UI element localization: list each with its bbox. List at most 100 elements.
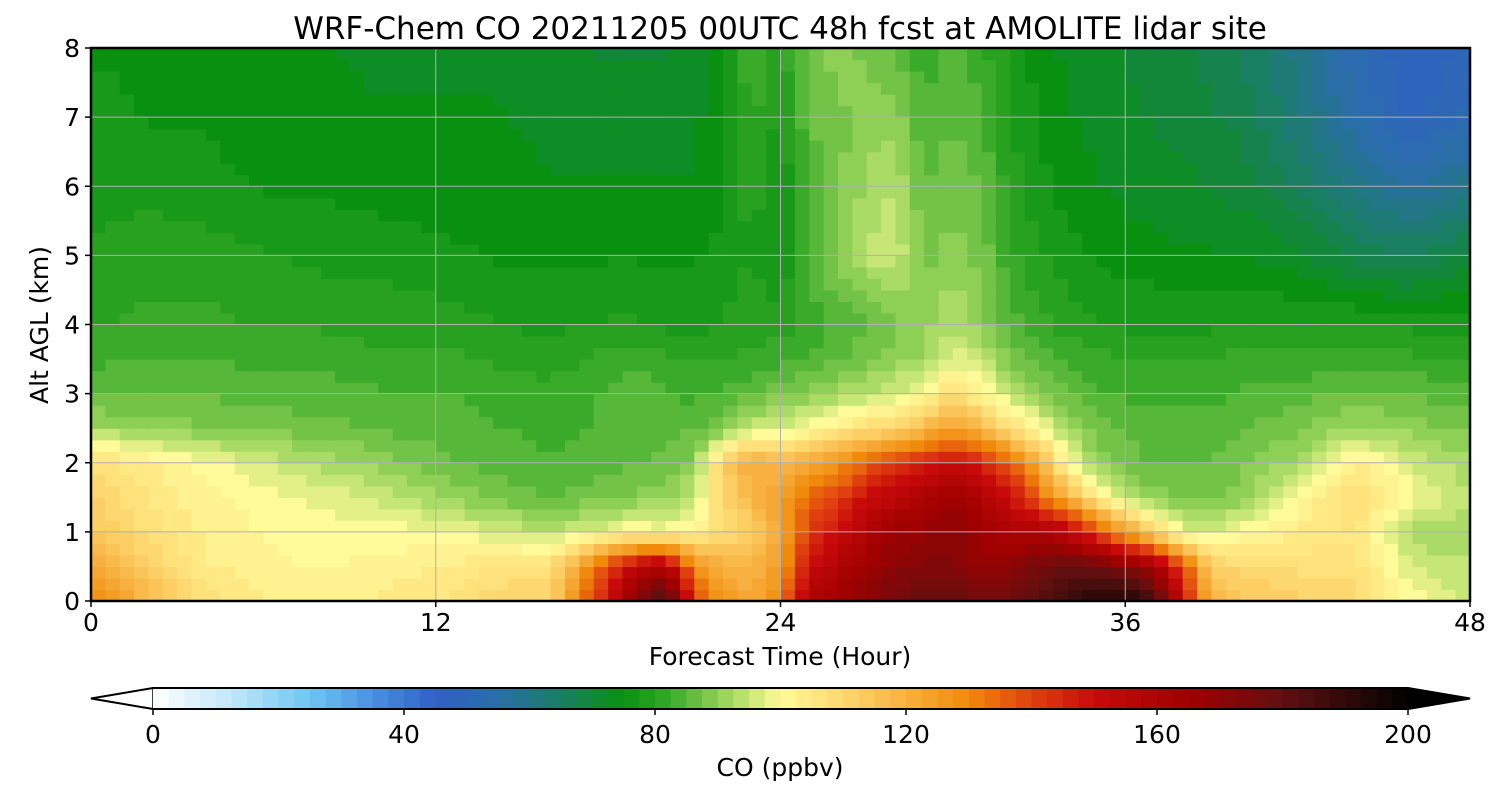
heatmap-cell — [1268, 174, 1284, 187]
heatmap-cell — [967, 266, 983, 280]
heatmap-cell — [1340, 416, 1356, 429]
heatmap-cell — [1110, 94, 1126, 107]
heatmap-cell — [162, 324, 178, 337]
heatmap-cell — [737, 209, 753, 222]
heatmap-cell — [809, 59, 825, 72]
heatmap-cell — [1254, 220, 1270, 233]
heatmap-cell — [622, 278, 638, 291]
heatmap-cell — [320, 347, 336, 360]
heatmap-cell — [852, 370, 868, 383]
heatmap-cell — [234, 428, 250, 441]
heatmap-cell — [550, 243, 566, 256]
heatmap-cell — [1412, 48, 1428, 61]
heatmap-cell — [320, 151, 336, 164]
heatmap-cell — [349, 554, 365, 568]
heatmap-cell — [320, 462, 336, 475]
heatmap-cell — [766, 566, 782, 579]
heatmap-cell — [407, 163, 422, 176]
heatmap-cell — [1369, 347, 1385, 360]
heatmap-cell — [895, 520, 911, 533]
heatmap-cell — [1067, 485, 1083, 498]
heatmap-cell — [1254, 266, 1270, 280]
heatmap-cell — [521, 312, 537, 326]
heatmap-cell — [234, 393, 250, 406]
heatmap-cell — [694, 405, 710, 418]
heatmap-cell — [363, 151, 379, 164]
heatmap-cell — [967, 474, 983, 487]
heatmap-cell — [723, 301, 738, 314]
heatmap-cell — [1297, 566, 1313, 579]
heatmap-cell — [852, 174, 868, 187]
heatmap-cell — [177, 382, 193, 395]
heatmap-cell — [1168, 128, 1184, 141]
heatmap-cell — [737, 301, 753, 314]
heatmap-cell — [1211, 508, 1227, 521]
colorbar-segment — [655, 688, 672, 709]
heatmap-cell — [349, 531, 365, 544]
heatmap-cell — [263, 243, 279, 256]
heatmap-cell — [651, 151, 667, 164]
heatmap-cell — [536, 577, 552, 591]
heatmap-cell — [608, 462, 624, 475]
heatmap-cell — [981, 439, 997, 452]
heatmap-cell — [967, 382, 983, 395]
heatmap-cell — [981, 497, 997, 510]
heatmap-cell — [478, 324, 494, 337]
heatmap-cell — [1096, 289, 1112, 303]
heatmap-cell — [1254, 243, 1270, 256]
heatmap-cell — [723, 508, 738, 521]
heatmap-cell — [536, 220, 552, 233]
heatmap-cell — [1211, 94, 1227, 107]
heatmap-cell — [1311, 209, 1327, 222]
heatmap-cell — [421, 554, 437, 568]
heatmap-cell — [363, 566, 379, 579]
heatmap-cell — [507, 451, 523, 464]
heatmap-cell — [952, 151, 968, 164]
heatmap-cell — [1110, 278, 1126, 291]
heatmap-cell — [1297, 140, 1313, 153]
heatmap-cell — [205, 382, 221, 395]
heatmap-cell — [292, 577, 308, 591]
heatmap-cell — [378, 462, 394, 475]
heatmap-cell — [378, 209, 394, 222]
heatmap-cell — [435, 94, 451, 107]
heatmap-cell — [1326, 140, 1342, 153]
heatmap-cell — [622, 451, 638, 464]
heatmap-cell — [895, 232, 911, 245]
heatmap-cell — [1211, 71, 1227, 84]
heatmap-cell — [1254, 128, 1270, 141]
heatmap-cell — [1082, 209, 1098, 222]
heatmap-cell — [91, 531, 106, 544]
heatmap-cell — [952, 520, 968, 533]
heatmap-cell — [823, 266, 839, 280]
heatmap-cell — [263, 220, 279, 233]
heatmap-cell — [392, 554, 408, 568]
heatmap-cell — [249, 59, 264, 72]
heatmap-cell — [1268, 255, 1284, 268]
heatmap-cell — [320, 520, 336, 533]
heatmap-cell — [234, 554, 250, 568]
heatmap-cell — [823, 289, 839, 303]
heatmap-cell — [263, 393, 279, 406]
heatmap-cell — [1355, 128, 1371, 141]
heatmap-cell — [952, 71, 968, 84]
heatmap-cell — [665, 71, 681, 84]
heatmap-cell — [1326, 577, 1342, 591]
heatmap-cell — [1197, 359, 1213, 372]
heatmap-cell — [363, 174, 379, 187]
heatmap-cell — [579, 197, 595, 210]
heatmap-cell — [234, 71, 250, 84]
heatmap-cell — [1110, 359, 1126, 372]
heatmap-cell — [995, 393, 1011, 406]
heatmap-cell — [450, 220, 466, 233]
heatmap-cell — [363, 451, 379, 464]
heatmap-cell — [105, 174, 121, 187]
heatmap-cell — [636, 266, 652, 280]
heatmap-cell — [565, 209, 580, 222]
heatmap-cell — [1283, 151, 1299, 164]
heatmap-cell — [1426, 174, 1442, 187]
colorbar-segment — [890, 688, 907, 709]
heatmap-cell — [809, 220, 825, 233]
heatmap-cell — [363, 289, 379, 303]
heatmap-cell — [1283, 174, 1299, 187]
